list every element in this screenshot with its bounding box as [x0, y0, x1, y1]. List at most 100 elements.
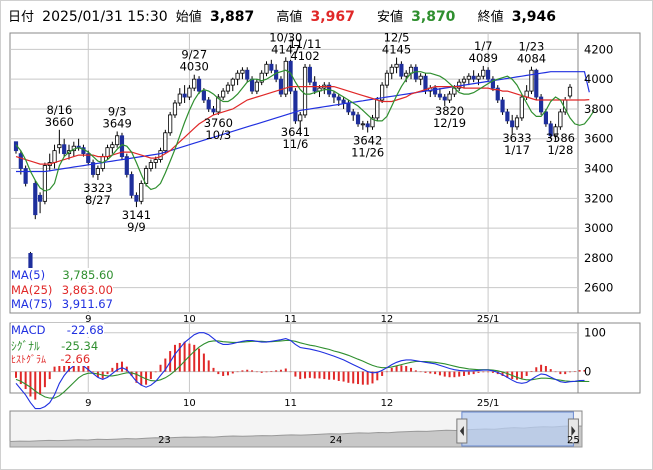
candle-body-down [351, 111, 356, 116]
open-value: 3,887 [209, 9, 255, 25]
histogram-bar [173, 344, 176, 372]
candle [33, 180, 38, 220]
candle-body-up [384, 72, 390, 86]
candle-body-down [336, 96, 341, 101]
candle [134, 192, 139, 208]
candle [447, 91, 452, 103]
navigator-year-label: 24 [330, 435, 343, 446]
annotation-price: 3323 [83, 181, 112, 195]
candle-body-up [298, 114, 303, 122]
histogram-bar [164, 358, 167, 372]
navigator-year-label: 23 [158, 435, 171, 446]
macd-month-tick-label: 25/1 [477, 398, 499, 409]
candle [331, 91, 337, 103]
candle [278, 76, 284, 98]
close-label: 終値 [477, 10, 504, 25]
histogram-bar [246, 369, 249, 372]
candle-body-up [168, 114, 173, 134]
histogram-bar [106, 371, 109, 375]
candle [302, 63, 308, 118]
month-axis-macd: 9 10 11 12 25/1 [85, 398, 499, 409]
candle-body-up [235, 72, 240, 80]
candle-body-up [192, 78, 197, 89]
histogram-bar [583, 369, 586, 372]
annotation-price: 3760 [204, 116, 233, 130]
candle [18, 150, 23, 175]
legend-histogram-name: ﾋｽﾄｸﾞﾗﾑ [11, 355, 46, 366]
candle [259, 70, 264, 86]
candle-body-up [259, 72, 264, 83]
candle [168, 111, 173, 136]
legend-signal: ｼｸﾞﾅﾙ -25.34 [11, 338, 99, 354]
histogram-bar [241, 370, 244, 372]
annotation-price: 3141 [122, 208, 151, 222]
candle-body-up [158, 150, 163, 160]
candle [370, 114, 375, 130]
candle-body-down [365, 123, 370, 128]
candle [221, 88, 226, 101]
legend-ma75-value: 3,911.67 [61, 297, 113, 311]
month-tick-label: 11 [284, 314, 297, 325]
histogram-bar [477, 371, 480, 373]
candle [567, 84, 573, 99]
candle [495, 85, 500, 103]
histogram-bar [491, 371, 494, 373]
low-label: 安値 [376, 10, 403, 25]
legend-macd: MACD -22.68 [11, 323, 104, 337]
price-tick-label: 3200 [584, 191, 613, 205]
candle-body-up [519, 96, 524, 119]
histogram-bar [270, 370, 273, 372]
histogram-bar [130, 371, 133, 376]
candle [413, 64, 418, 83]
legend-histogram: ﾋｽﾄｸﾞﾗﾑ -2.66 [11, 351, 91, 366]
legend-macd-value: -22.68 [66, 323, 104, 337]
histogram-bar [183, 341, 186, 372]
navigator-left-handle[interactable] [456, 418, 468, 444]
histogram-bar [332, 371, 335, 380]
candle-body-down [548, 123, 553, 137]
candle-body-down [129, 174, 134, 196]
histogram-bar [371, 371, 374, 384]
candle-body-up [529, 69, 534, 92]
candle [539, 94, 544, 115]
candle [38, 192, 43, 214]
candle [543, 108, 548, 127]
candle [62, 138, 67, 157]
histogram-bar [357, 371, 360, 385]
candle-body-up [187, 87, 192, 98]
candle [110, 141, 115, 154]
histogram-bar [564, 371, 567, 375]
candle [341, 97, 346, 109]
legend-ma25-value: 3,863.00 [61, 283, 113, 297]
histogram-bar [24, 371, 27, 390]
navigator-selection[interactable] [461, 411, 574, 447]
histogram-bar [544, 366, 547, 372]
histogram-bar [294, 371, 297, 377]
candle [529, 66, 534, 95]
candle-body-up [360, 123, 365, 126]
candle-body-up [461, 78, 467, 83]
histogram-bar [226, 371, 229, 376]
candle-body-down [245, 69, 250, 80]
navigator-right-handle[interactable] [567, 418, 579, 444]
candle-body-up [153, 159, 158, 163]
annotation-price: 4089 [469, 51, 498, 65]
histogram-bar [212, 367, 215, 372]
histogram-bar [34, 371, 37, 400]
histogram-bar [419, 371, 422, 373]
macd-tick-label: 0 [584, 365, 591, 379]
legend-ma25-name: MA(25) [11, 283, 53, 297]
candle-body-up [283, 60, 288, 95]
histogram-bar [472, 371, 475, 375]
candle [187, 85, 192, 101]
histogram-bar [516, 371, 519, 380]
candle [23, 165, 28, 187]
candle [355, 111, 361, 127]
macd-month-tick-label: 10 [183, 398, 196, 409]
